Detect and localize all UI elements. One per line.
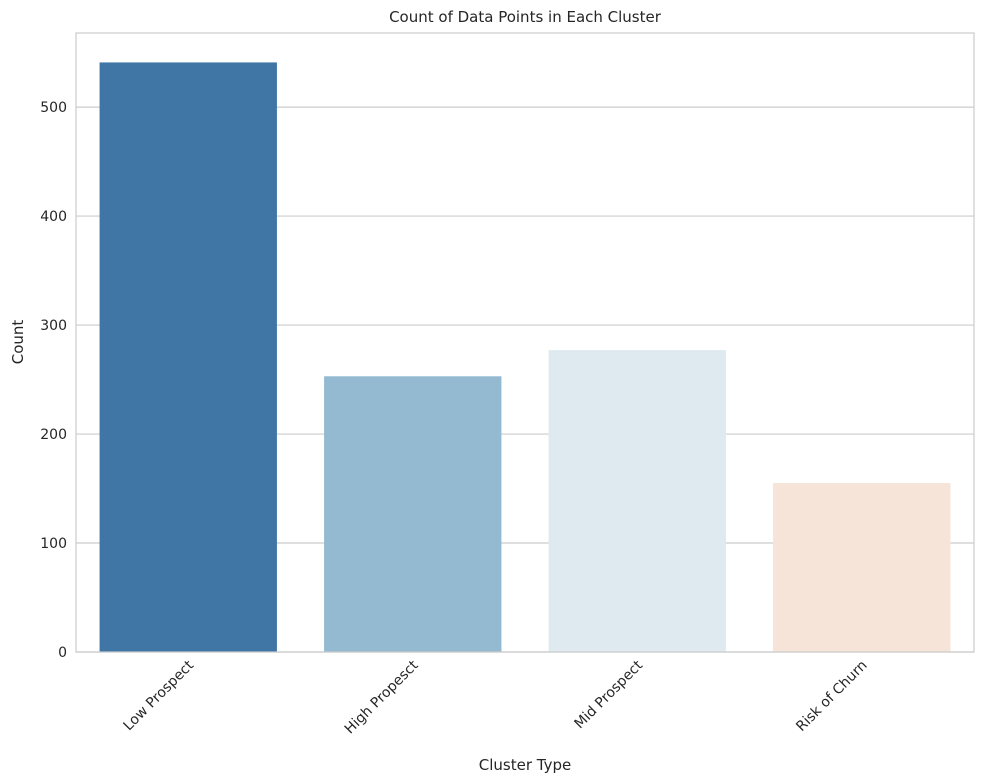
bar-high-propesct (324, 376, 502, 652)
bar-mid-prospect (548, 350, 726, 652)
y-tick-label: 400 (40, 209, 67, 225)
x-tick-label: Risk of Churn (793, 658, 870, 735)
x-axis-label: Cluster Type (479, 756, 571, 774)
x-tick-label: Mid Prospect (571, 657, 646, 732)
y-tick-label: 300 (40, 318, 67, 334)
chart-title: Count of Data Points in Each Cluster (389, 8, 662, 26)
y-axis-label: Count (9, 320, 27, 365)
plot-frame (75, 32, 975, 653)
y-tick-labels: 0 100 200 300 400 500 (40, 100, 67, 661)
y-tick-label: 500 (40, 100, 67, 116)
x-tick-label: High Propesct (342, 657, 422, 737)
bar-risk-of-churn (773, 483, 951, 652)
y-tick-label: 0 (58, 645, 67, 661)
y-tick-label: 200 (40, 427, 67, 443)
bars (99, 62, 951, 652)
x-tick-labels: Low Prospect High Propesct Mid Prospect Ris… (121, 657, 871, 737)
bar-low-prospect (99, 62, 277, 652)
x-tick-label: Low Prospect (121, 657, 198, 734)
y-tick-label: 100 (40, 536, 67, 552)
